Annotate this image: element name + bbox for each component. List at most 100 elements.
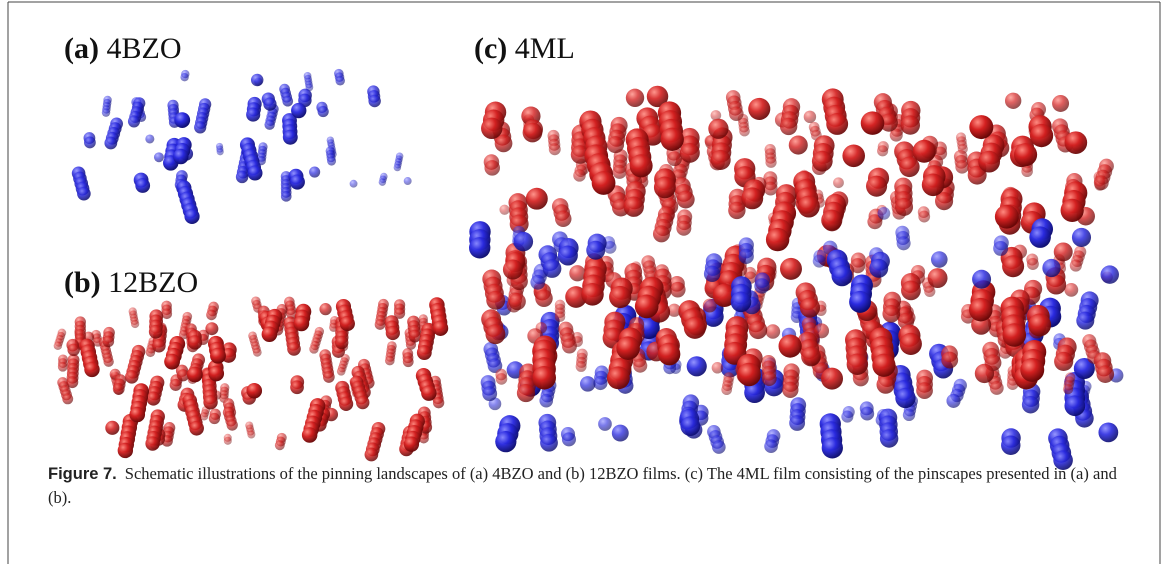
sphere xyxy=(188,335,202,349)
sphere xyxy=(737,363,761,387)
sphere xyxy=(704,266,720,282)
sphere xyxy=(66,376,78,388)
sphere xyxy=(113,383,125,395)
sphere xyxy=(658,343,680,365)
sphere xyxy=(152,339,165,352)
sphere xyxy=(1005,93,1021,109)
sphere xyxy=(955,160,969,174)
sphere xyxy=(253,348,262,357)
sphere xyxy=(667,151,682,166)
sphere xyxy=(712,362,723,373)
sphere xyxy=(1094,175,1109,190)
sphere xyxy=(814,323,829,338)
sphere xyxy=(509,293,526,310)
sphere xyxy=(189,421,204,436)
sphere xyxy=(290,380,304,394)
sphere xyxy=(922,174,945,197)
sphere xyxy=(103,336,115,348)
sphere xyxy=(1030,124,1053,147)
sphere xyxy=(833,177,844,188)
sphere xyxy=(842,145,865,168)
sphere xyxy=(291,103,306,118)
panel-name: 4BZO xyxy=(106,32,181,65)
sphere xyxy=(184,209,199,224)
sphere xyxy=(895,198,913,216)
sphere xyxy=(337,367,346,376)
sphere xyxy=(741,187,763,209)
sphere xyxy=(624,196,644,216)
sphere xyxy=(129,407,145,423)
sphere xyxy=(901,280,921,300)
sphere xyxy=(782,382,798,398)
sphere xyxy=(1042,259,1060,277)
panel-name: 12BZO xyxy=(108,266,198,299)
sphere xyxy=(928,268,948,288)
sphere xyxy=(1098,423,1118,443)
sphere xyxy=(290,174,305,189)
sphere xyxy=(653,225,670,242)
sphere xyxy=(526,188,548,210)
sphere xyxy=(62,393,73,404)
sphere xyxy=(287,342,301,356)
sphere xyxy=(847,353,868,374)
sphere xyxy=(481,118,502,139)
sphere xyxy=(680,416,700,436)
sphere xyxy=(164,354,180,370)
sphere xyxy=(558,246,578,266)
sphere xyxy=(598,417,612,431)
sphere xyxy=(581,283,604,306)
sphere xyxy=(626,89,644,107)
sphere xyxy=(433,320,448,335)
sphere xyxy=(149,325,163,339)
sphere xyxy=(978,151,1000,173)
sphere-renders xyxy=(54,69,1124,470)
sphere xyxy=(404,437,419,452)
sphere xyxy=(849,291,871,313)
sphere xyxy=(154,152,164,162)
sphere xyxy=(613,165,627,179)
sphere xyxy=(762,371,777,386)
sphere xyxy=(523,123,543,143)
sphere xyxy=(356,396,369,409)
caption: Figure 7.Schematic illustrations of the … xyxy=(48,462,1138,509)
sphere xyxy=(878,207,891,220)
sphere xyxy=(1028,313,1051,336)
sphere xyxy=(708,119,728,139)
sphere xyxy=(1070,259,1082,271)
sphere xyxy=(135,178,150,193)
sphere xyxy=(1052,95,1069,112)
sphere xyxy=(323,371,335,383)
sphere xyxy=(540,434,558,452)
sphere xyxy=(318,106,329,117)
sphere xyxy=(180,73,188,81)
sphere xyxy=(103,357,113,367)
sphere xyxy=(877,376,895,394)
sphere xyxy=(555,312,566,323)
sphere xyxy=(804,111,816,123)
sphere xyxy=(612,425,629,442)
sphere xyxy=(677,191,695,209)
sphere xyxy=(861,111,885,135)
sphere xyxy=(1021,165,1033,177)
sphere xyxy=(203,395,217,409)
panel-letter: (c) xyxy=(474,32,507,65)
sphere xyxy=(586,241,605,260)
sphere xyxy=(170,379,182,391)
sphere xyxy=(339,397,353,411)
sphere xyxy=(485,324,505,344)
sphere xyxy=(903,409,915,421)
sphere xyxy=(54,341,63,350)
sphere xyxy=(993,241,1008,256)
sphere xyxy=(1002,255,1024,277)
sphere xyxy=(1064,283,1078,297)
sphere xyxy=(764,439,778,453)
sphere xyxy=(145,134,154,143)
sphere xyxy=(569,265,585,281)
sphere xyxy=(789,415,805,431)
sphere xyxy=(496,373,508,385)
sphere xyxy=(246,108,260,122)
sphere xyxy=(680,143,700,163)
sphere xyxy=(990,381,1004,395)
sphere xyxy=(247,166,262,181)
sphere xyxy=(125,370,138,383)
